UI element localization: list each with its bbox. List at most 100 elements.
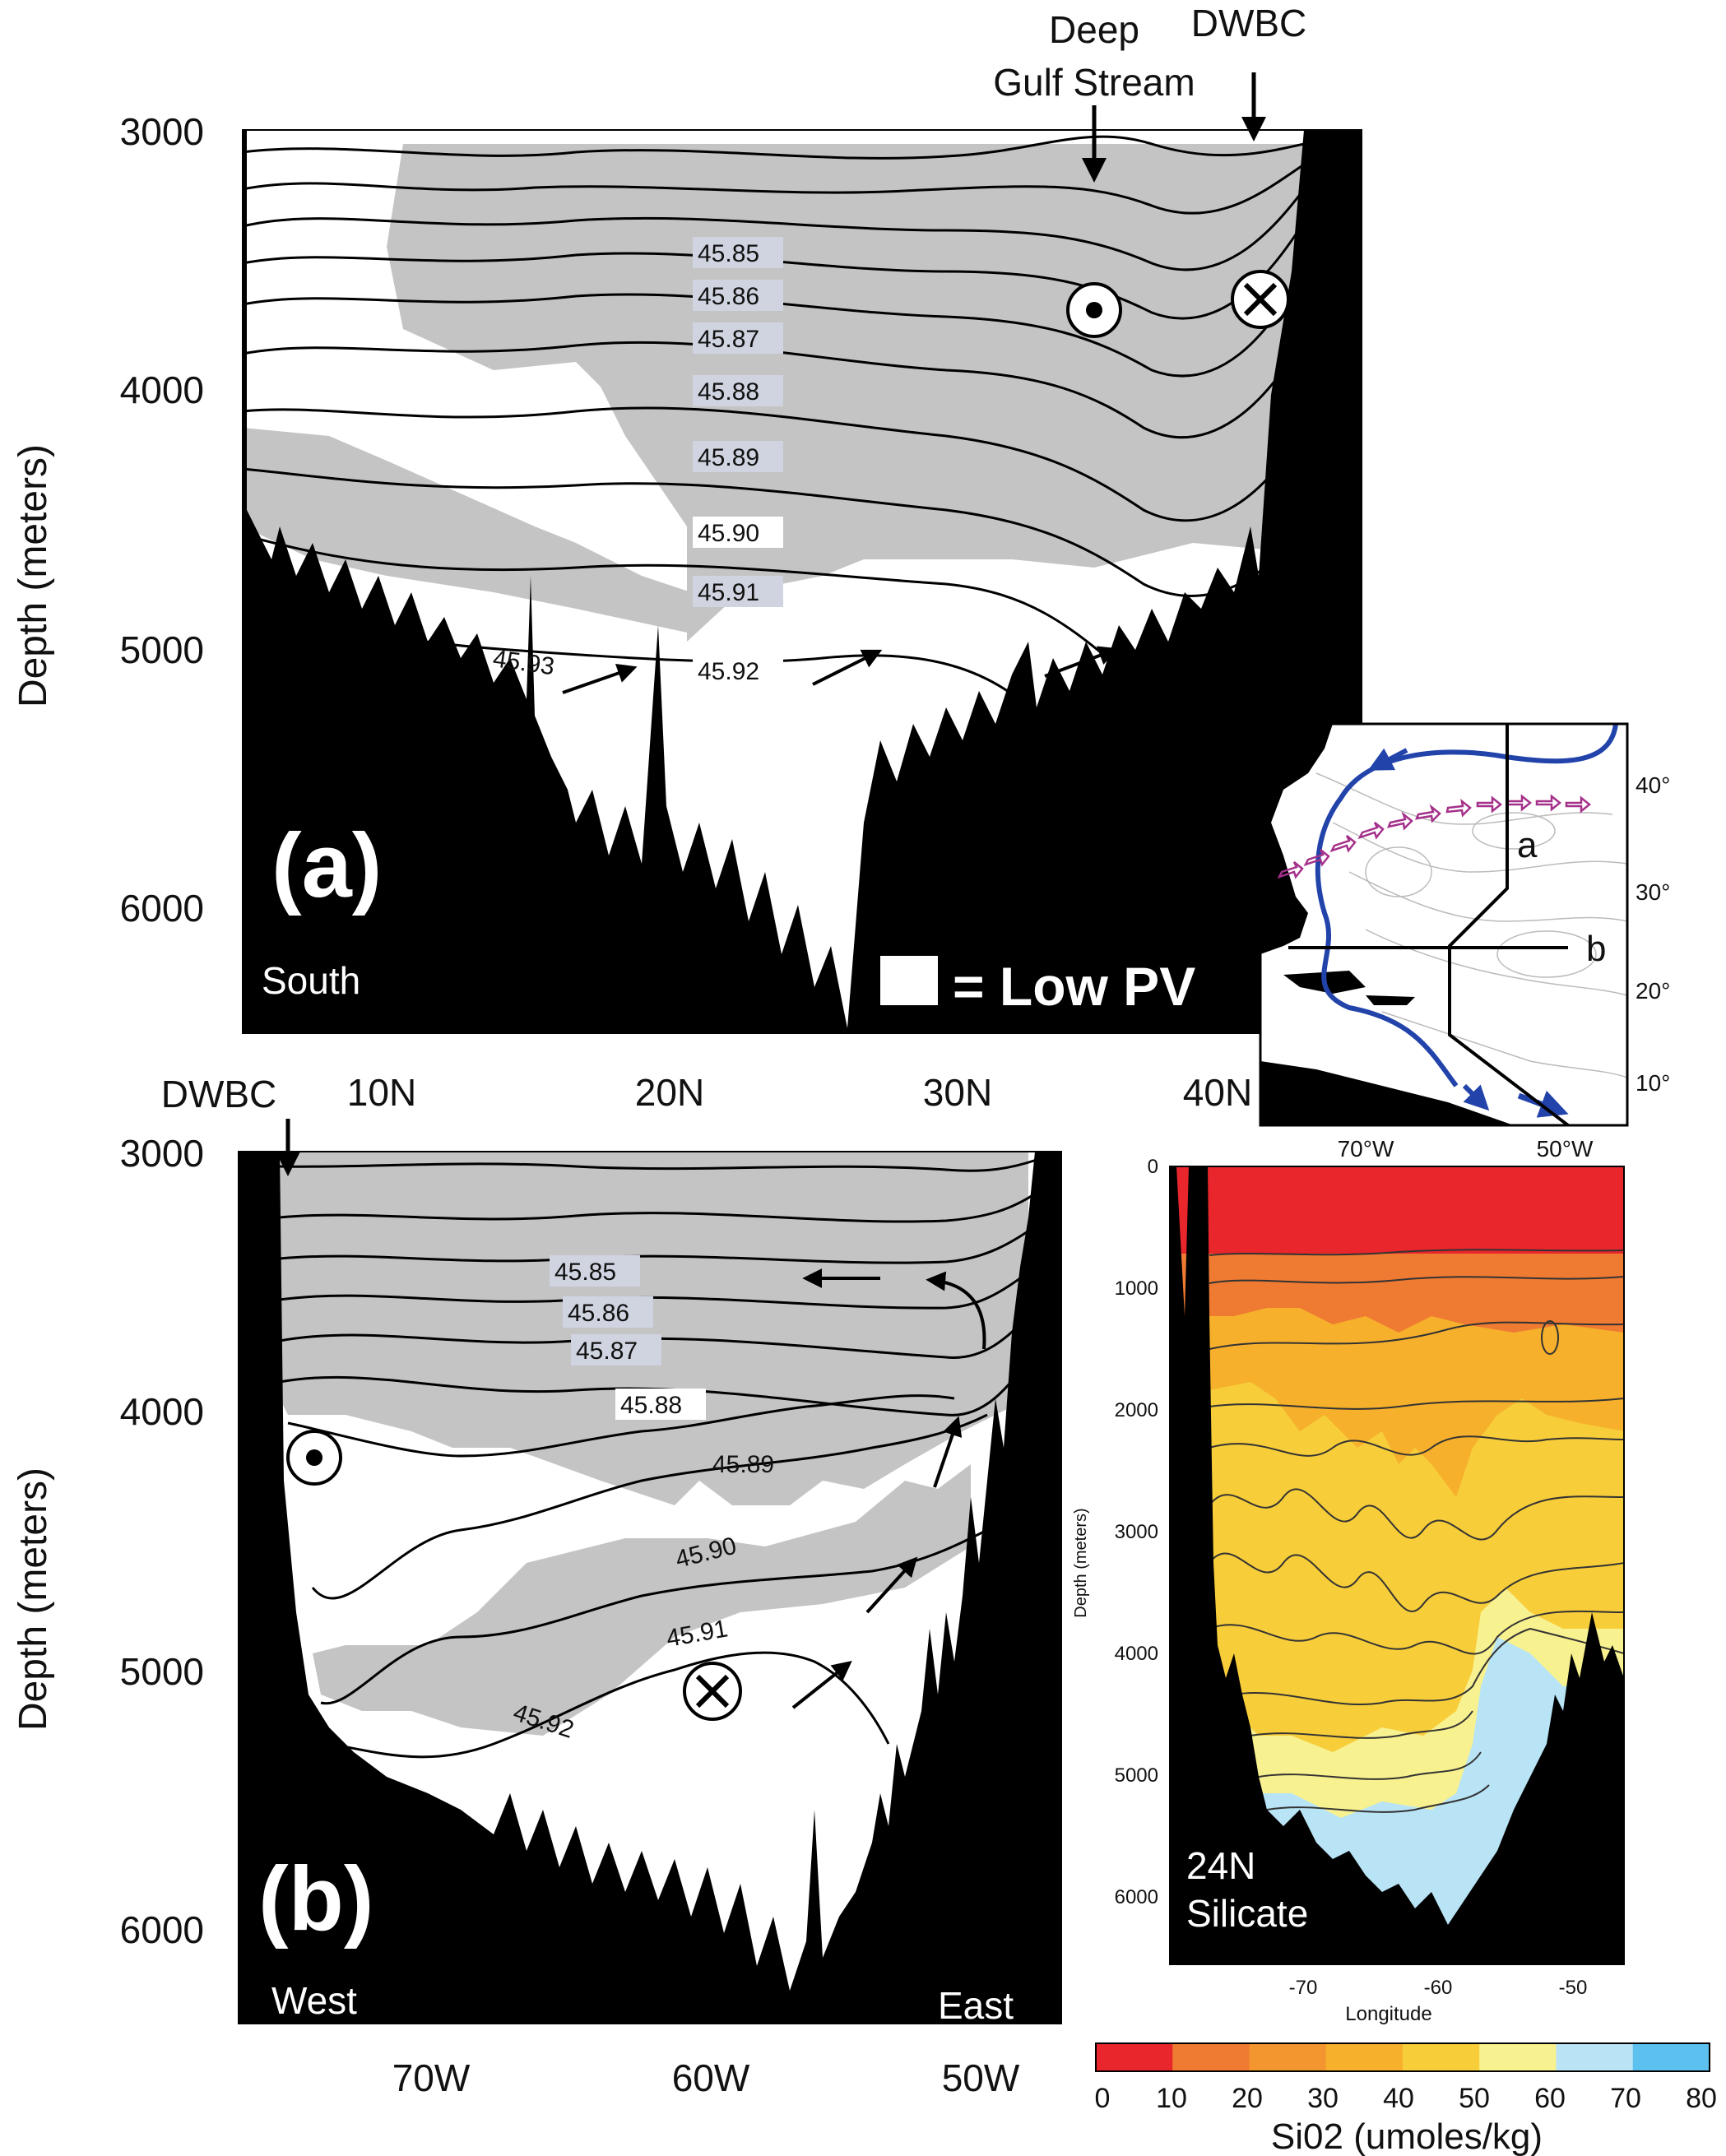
silicate-title-line2: Silicate (1186, 1892, 1308, 1935)
contour-a-1 (243, 135, 1305, 160)
contour-b-8 (311, 1413, 988, 1600)
panel-b-label: (b) (258, 1848, 374, 1950)
flow-arrow (791, 1661, 852, 1709)
panel-a-label: (a) (271, 815, 382, 916)
colorbar-tick-label: 50 (1459, 2083, 1490, 2114)
colorbar-frame (1095, 2042, 1710, 2072)
lat-tick-label: 20° (1636, 978, 1670, 1004)
silicate-contours (1209, 1249, 1624, 1813)
panel-a-flow-arrows (562, 646, 1119, 694)
contour-b-2 (279, 1191, 1037, 1223)
colorbar-swatch (1479, 2043, 1557, 2071)
flow-arrow (562, 663, 638, 694)
contour-label: 45.90 (698, 520, 759, 547)
contour-b-1 (279, 1158, 1037, 1172)
map-lat-ticks: 40° 30° 20° 10° (1636, 772, 1670, 1096)
contour-label: 45.85 (554, 1259, 616, 1286)
contour-label: 45.88 (698, 378, 759, 406)
contour-a-3 (243, 188, 1306, 271)
map-land-south-america (1260, 1061, 1514, 1125)
silicate-x-axis-label: Longitude (1345, 2003, 1431, 2025)
contour-a-2 (243, 163, 1305, 215)
panel-b: 45.85 45.86 45.87 45.88 45.89 45.90 45.9… (12, 1073, 1062, 2099)
out-of-page-symbol (1066, 282, 1122, 338)
colorbar: 0 10 20 30 40 50 60 70 80 Si02 (umoles/k… (1095, 2042, 1717, 2156)
contour-label: 45.86 (568, 1300, 629, 1327)
contour-label: 45.88 (620, 1392, 682, 1419)
silicate-band-0-10 (1170, 1166, 1624, 1254)
contour-b-3 (279, 1224, 1037, 1264)
panel-a-contour-labels: 45.85 45.86 45.87 45.88 45.89 45.90 45.9… (491, 237, 783, 686)
panel-a-bathymetry (243, 130, 1362, 1033)
y-tick-label: 6000 (120, 887, 204, 930)
inset-map-frame (1259, 722, 1629, 1127)
panel-a-high-pv-shading-south (243, 428, 691, 633)
map-land-north-america (1260, 724, 1333, 954)
colorbar-swatches (1096, 2043, 1710, 2071)
inset-map-background (1260, 724, 1627, 1125)
map-dwbc-path (1315, 724, 1618, 1087)
y-tick-label: 3000 (120, 110, 204, 153)
silicate-y-ticks: 0 1000 2000 3000 4000 5000 6000 (1115, 1156, 1158, 1908)
silicate-panel: 0 1000 2000 3000 4000 5000 6000 Depth (m… (1072, 1156, 1625, 2025)
x-tick-label: 20N (635, 1071, 704, 1114)
x-tick-label: 70W (392, 2056, 471, 2099)
x-tick-label: 50W (942, 2056, 1020, 2099)
map-gulf-stream-arrows (1277, 794, 1592, 879)
panel-b-flow-arrows (791, 1268, 986, 1709)
colorbar-tick-label: 40 (1383, 2083, 1414, 2114)
flow-arrow (926, 1271, 986, 1350)
colorbar-tick-label: 60 (1534, 2083, 1566, 2114)
contour-label: 45.85 (698, 240, 759, 267)
y-tick-label: 5000 (1115, 1764, 1158, 1787)
silicate-frame (1169, 1166, 1625, 1965)
into-page-symbol (1231, 270, 1290, 329)
panel-b-west-label: West (271, 1979, 357, 2022)
y-tick-label: 3000 (1115, 1521, 1158, 1543)
y-tick-label: 1000 (1115, 1277, 1158, 1300)
panel-a-y-axis-label: Depth (meters) (12, 444, 55, 707)
map-land-caribbean (1283, 971, 1415, 1005)
colorbar-swatch (1556, 2043, 1634, 2071)
colorbar-tick-label: 0 (1095, 2083, 1111, 2114)
colorbar-ticks: 0 10 20 30 40 50 60 70 80 (1095, 2083, 1717, 2114)
y-tick-label: 4000 (120, 369, 204, 411)
silicate-x-ticks: -70 -60 -50 (1289, 1977, 1588, 1999)
panel-b-x-ticks: 70W 60W 50W (392, 2056, 1020, 2099)
flow-arrow (1044, 646, 1119, 678)
deep-gulf-stream-label: Deep (1049, 8, 1139, 51)
colorbar-tick-label: 20 (1232, 2083, 1263, 2114)
y-tick-label: 6000 (1115, 1886, 1158, 1908)
colorbar-swatch (1403, 2043, 1480, 2071)
lon-tick-label: 50°W (1537, 1136, 1594, 1161)
colorbar-tick-label: 10 (1156, 2083, 1187, 2114)
contour-label: 45.89 (698, 444, 759, 471)
panel-b-y-ticks: 3000 4000 5000 6000 (120, 1132, 204, 1951)
out-of-page-symbol (286, 1430, 342, 1486)
y-tick-label: 6000 (120, 1908, 204, 1951)
low-pv-legend-swatch (880, 956, 938, 1005)
map-section-a-label: a (1517, 825, 1538, 865)
dwbc-label-a: DWBC (1191, 2, 1307, 44)
colorbar-swatch (1096, 2043, 1173, 2071)
panel-a-y-ticks: 3000 4000 5000 6000 (120, 110, 204, 930)
map-section-lines (1288, 724, 1570, 1125)
panel-a-high-pv-shading (387, 144, 1304, 642)
panel-b-high-pv-shading-south (313, 1464, 971, 1736)
inset-map: a b 40° 30° 20° 10° 70°W 50°W (1259, 722, 1670, 1161)
contour-label: 45.92 (698, 658, 759, 685)
panel-b-frame (238, 1151, 1062, 2024)
contour-label: 45.86 (698, 283, 759, 310)
flow-arrow (933, 1416, 963, 1488)
x-tick-label: -60 (1424, 1977, 1453, 1999)
panel-a-south-label: South (262, 959, 360, 1002)
flow-arrow (865, 1556, 918, 1614)
contour-a-4 (243, 221, 1306, 320)
silicate-title-line1: 24N (1186, 1844, 1255, 1887)
x-tick-label: 40N (1183, 1071, 1252, 1114)
y-tick-label: 5000 (120, 1650, 204, 1693)
contour-label: 45.87 (576, 1338, 638, 1365)
contour-label: 45.87 (698, 326, 759, 353)
panel-a-x-ticks: 10N 20N 30N 40N (347, 1071, 1252, 1114)
